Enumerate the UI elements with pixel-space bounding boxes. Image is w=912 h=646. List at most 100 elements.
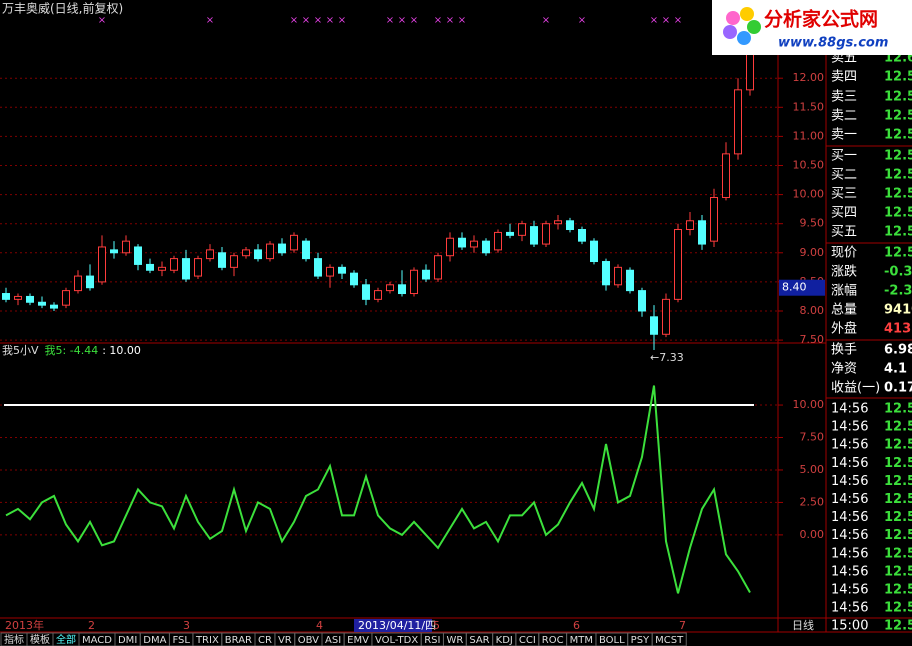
tab[interactable]: KDJ [496,635,513,646]
signal-mark: × [314,15,322,26]
quote-value: 9410 [884,303,912,318]
quote-value: 12.5 [884,225,912,240]
tab[interactable]: DMA [143,635,166,646]
candle-body [362,284,370,300]
candle-body [374,290,382,300]
tab[interactable]: CCI [519,635,536,646]
tab[interactable]: BRAR [225,635,252,646]
candle-body [494,231,502,251]
candle-body [134,246,142,265]
tick-time: 14:56 [831,438,868,453]
tab[interactable]: VR [278,635,292,646]
x-axis-label: 4 [316,619,323,632]
tab[interactable]: VOL-TDX [375,635,418,646]
logo-name: 分析家公式网 [764,8,878,31]
quote-label: 买二 [831,168,857,183]
candle-body [338,266,346,274]
tick-price: 12.5 [884,583,912,598]
candle-body [74,275,82,292]
candle-body [170,258,178,271]
quote-label: 换手 [831,343,857,358]
candle-body [98,246,106,283]
signal-mark: × [326,15,334,26]
period-label: 日线 [792,618,814,632]
signal-mark: × [542,15,550,26]
candle-body [38,301,46,306]
tab[interactable]: MACD [82,635,112,646]
quote-label: 卖一 [831,128,857,143]
tab[interactable]: ASI [325,635,341,646]
quote-label: 净资 [831,362,857,377]
quote-value: 12.5 [884,168,912,183]
tab[interactable]: TRIX [195,635,219,646]
candle-body [326,266,334,277]
tick-time: 14:56 [831,492,868,507]
y-tick-label: 0.00 [800,528,825,541]
candle-body [350,272,358,286]
indicator-line [5,385,751,594]
tab[interactable]: PSY [631,635,650,646]
quote-value: 12.5 [884,149,912,164]
tab[interactable]: ROC [542,635,564,646]
tab[interactable]: FSL [172,635,190,646]
candle-body [590,240,598,263]
tab[interactable]: OBV [298,635,319,646]
y-tick-label: 10.50 [793,158,825,171]
tab[interactable]: BOLL [599,635,625,646]
quote-label: 卖二 [831,109,857,124]
signal-mark: × [446,15,454,26]
tab[interactable]: WR [446,635,463,646]
tab[interactable]: EMV [347,635,369,646]
cursor-price-box [779,279,825,296]
tick-price: 12.5 [884,564,912,579]
quote-value: 4.1 [884,362,907,377]
tab[interactable]: MCST [655,635,684,646]
signal-mark: × [458,15,466,26]
candle-body [554,220,562,225]
tab[interactable]: SAR [469,635,489,646]
tick-time: 14:56 [831,546,868,561]
petal-center [737,21,747,31]
candle-body [122,240,130,254]
candle-body [686,220,694,231]
quote-label: 涨跌 [831,264,857,280]
quote-label: 现价 [831,246,857,261]
quote-value: 12.5 [884,70,912,85]
petal [723,25,737,39]
y-tick-label: 11.50 [793,100,825,113]
logo: 分析家公式网 www.88gs.com [712,0,912,55]
stock-title: 万丰奥威(日线,前复权) [2,1,123,16]
candle-body [530,226,538,245]
quote-label: 买三 [831,187,857,202]
tab[interactable]: RSI [424,635,440,646]
petal [747,20,761,34]
candle-body [506,231,514,236]
tab[interactable]: 模板 [30,633,50,646]
quote-value: 6.98 [884,343,912,358]
tab[interactable]: 全部 [56,633,76,646]
candle-body [2,293,10,300]
candle-body [26,295,34,303]
signal-mark: × [302,15,310,26]
candle-body [458,237,466,248]
tick-price: 12.5 [884,510,912,525]
quote-label: 收益(一) [831,381,880,396]
tick-price: 12.5 [884,619,912,634]
quote-label: 卖三 [831,90,857,105]
tick-price: 12.5 [884,528,912,543]
signal-mark: × [434,15,442,26]
candle-body [518,223,526,236]
tick-time: 14:56 [831,402,868,417]
tick-price: 12.5 [884,420,912,435]
candle-body [470,240,478,248]
tab[interactable]: MTM [570,635,593,646]
candle-body [206,249,214,260]
tab[interactable]: DMI [118,635,137,646]
candle-body [290,234,298,251]
candle-body [626,269,634,292]
tick-time: 14:56 [831,564,868,579]
quote-value: 12.5 [884,90,912,105]
tab[interactable]: CR [258,635,272,646]
tab[interactable]: 指标 [4,633,24,646]
candle-body [254,249,262,260]
